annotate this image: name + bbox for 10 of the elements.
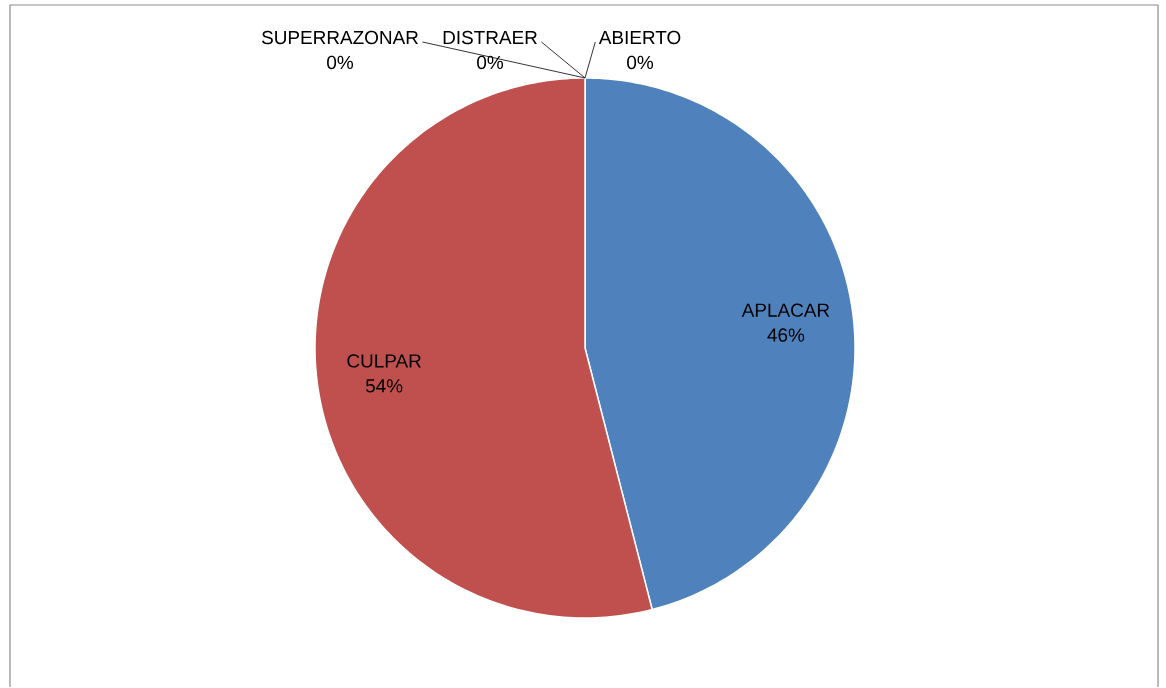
category-label: ABIERTO (598, 31, 681, 45)
text: 0% (477, 55, 504, 70)
slice-label: APLACAR (741, 303, 830, 318)
slice-label: CULPAR (347, 354, 421, 368)
text: 0% (327, 55, 354, 70)
category-label: DISTRAER (443, 31, 537, 45)
data-label: 54% (365, 379, 403, 393)
data-label: 46% (767, 328, 805, 342)
category-label: SUPERRAZONAR (261, 31, 418, 45)
text: 0% (627, 55, 654, 70)
